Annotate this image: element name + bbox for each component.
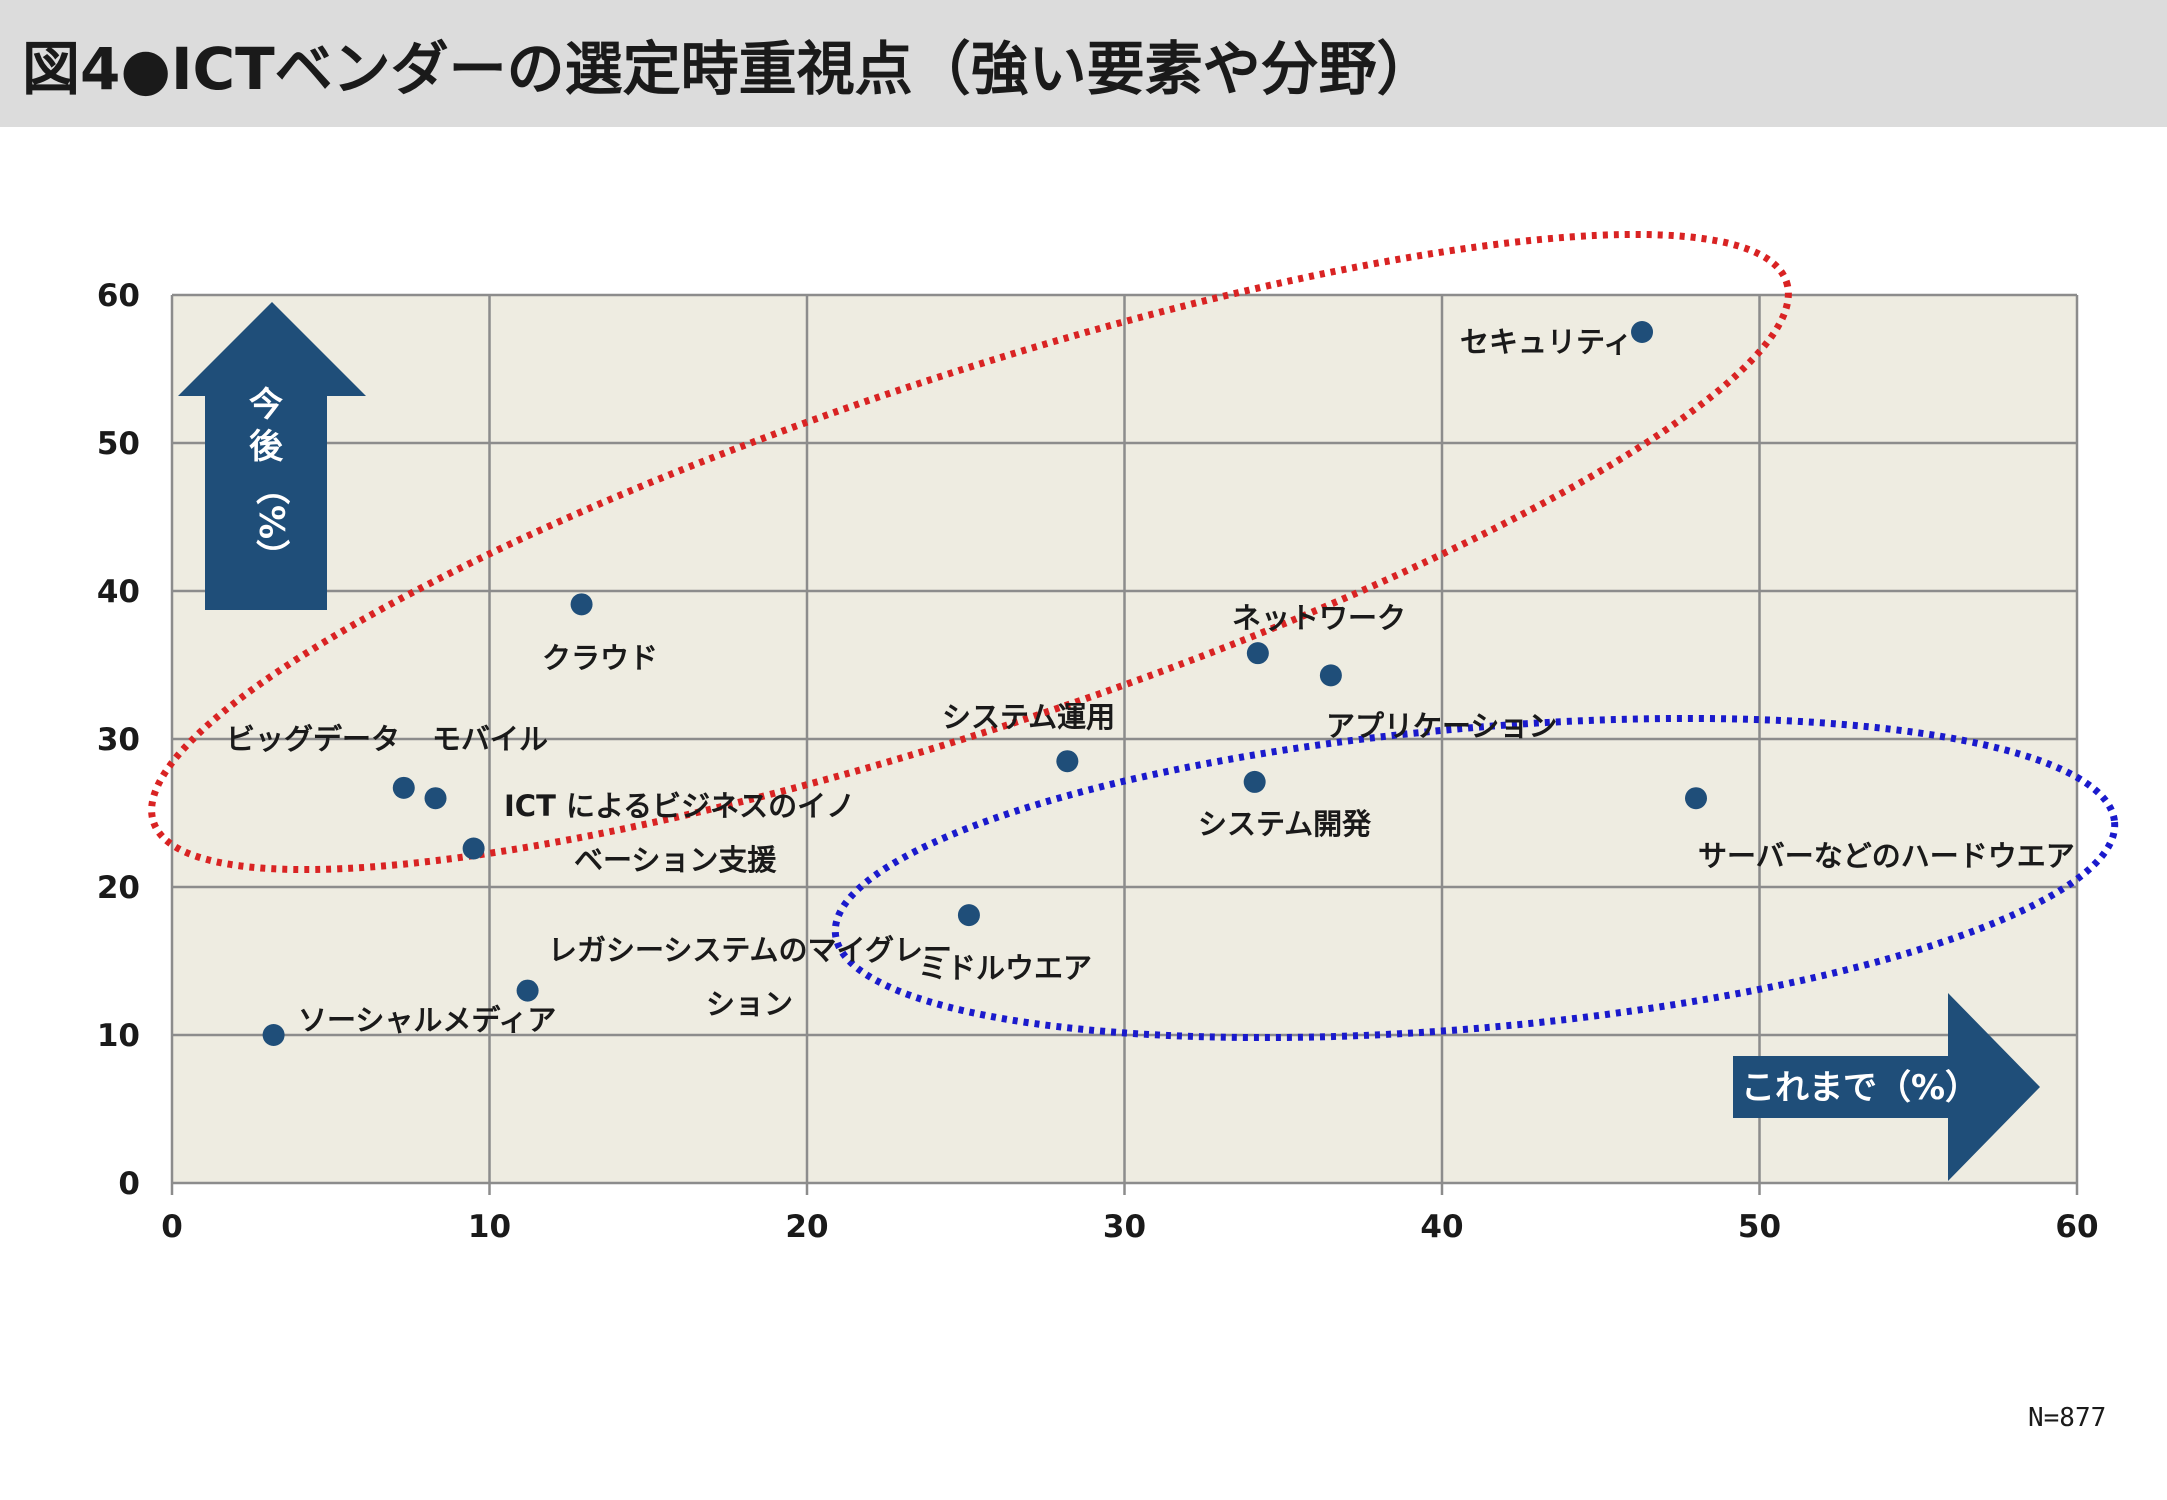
point-label-p9: ICT によるビジネスのイノ bbox=[504, 789, 855, 823]
point-label-p1: クラウド bbox=[542, 641, 658, 675]
x-axis-label: これまで（%） bbox=[1741, 1068, 1979, 1108]
data-points bbox=[262, 321, 1707, 1046]
data-point-12 bbox=[262, 1024, 285, 1046]
y-axis-label-unit: （%） bbox=[251, 471, 291, 573]
x-tick-label: 20 bbox=[785, 1209, 828, 1245]
sample-size-note: N=877 bbox=[2028, 1403, 2107, 1433]
x-tick-label: 50 bbox=[1738, 1209, 1781, 1245]
page-title: 図4●ICTベンダーの選定時重視点（強い要素や分野） bbox=[22, 35, 1435, 103]
point-label-p3: アプリケーション bbox=[1326, 709, 1557, 743]
y-tick-label: 20 bbox=[97, 870, 140, 906]
data-point-2 bbox=[1246, 642, 1269, 665]
y-tick-label: 50 bbox=[97, 426, 140, 462]
x-tick-labels: 0 10 20 30 40 50 60 bbox=[161, 1209, 2098, 1245]
x-tick-label: 30 bbox=[1103, 1209, 1146, 1245]
data-point-0 bbox=[1631, 321, 1654, 343]
data-point-6 bbox=[392, 776, 415, 799]
point-label-p5: システム開発 bbox=[1198, 807, 1372, 841]
y-tick-label: 0 bbox=[118, 1166, 140, 1202]
point-label-p0: セキュリティ bbox=[1460, 325, 1632, 359]
data-point-4 bbox=[1056, 750, 1079, 773]
point-label-p6: ビッグデータ bbox=[226, 722, 400, 756]
data-point-8 bbox=[1685, 787, 1707, 810]
y-tick-label: 30 bbox=[97, 722, 140, 758]
highlight-ellipse-blue bbox=[831, 714, 2119, 1042]
data-point-3 bbox=[1319, 664, 1342, 687]
point-label-p10: ミドルウエア bbox=[918, 951, 1092, 985]
data-point-5 bbox=[1243, 770, 1266, 793]
y-axis-arrow bbox=[178, 302, 366, 610]
data-point-1 bbox=[570, 593, 593, 616]
y-tick-label: 40 bbox=[97, 574, 140, 610]
point-label-p4: システム運用 bbox=[942, 700, 1115, 734]
y-axis-label: 今後 bbox=[249, 385, 284, 467]
x-tick-label: 10 bbox=[468, 1209, 511, 1245]
point-label-p11: ション bbox=[706, 987, 793, 1021]
data-point-9 bbox=[462, 837, 485, 860]
title-bar: 図4●ICTベンダーの選定時重視点（強い要素や分野） bbox=[0, 0, 2167, 127]
x-tick-label: 60 bbox=[2055, 1209, 2098, 1245]
x-axis-arrow bbox=[1733, 993, 2040, 1181]
data-point-11 bbox=[516, 979, 539, 1002]
point-label-p2: ネットワーク bbox=[1232, 601, 1406, 635]
point-label-p9: ベーション支援 bbox=[574, 843, 777, 877]
point-label-p12: ソーシャルメディア bbox=[298, 1003, 556, 1037]
x-tick-label: 40 bbox=[1420, 1209, 1463, 1245]
x-tick-label: 0 bbox=[161, 1209, 183, 1245]
y-tick-label: 10 bbox=[97, 1018, 140, 1054]
point-label-p7: モバイル bbox=[432, 722, 548, 756]
data-point-7 bbox=[424, 787, 447, 810]
point-label-p11: レガシーシステムのマイグレー bbox=[548, 933, 952, 967]
point-label-p8: サーバーなどのハードウエア bbox=[1698, 839, 2075, 873]
data-point-10 bbox=[957, 904, 980, 927]
y-tick-labels: 0 10 20 30 40 50 60 bbox=[97, 278, 140, 1202]
y-tick-label: 60 bbox=[97, 278, 140, 314]
highlight-ellipse-red bbox=[148, 230, 1792, 874]
